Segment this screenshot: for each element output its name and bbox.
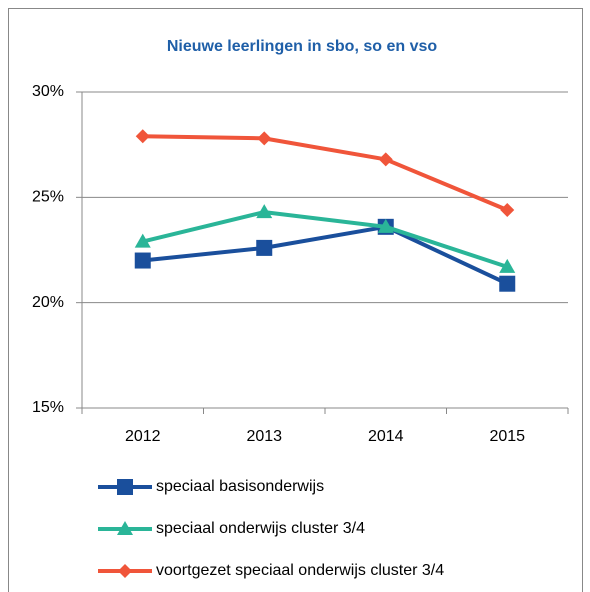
- marker: [256, 204, 273, 219]
- y-tick-label: 15%: [32, 399, 64, 416]
- marker: [499, 258, 516, 273]
- legend-marker: [117, 479, 133, 495]
- marker: [378, 152, 393, 167]
- marker: [257, 131, 272, 146]
- x-tick-label: 2013: [246, 428, 282, 445]
- x-tick-label: 2015: [489, 428, 525, 445]
- series-line: [142, 224, 509, 286]
- marker: [134, 233, 151, 248]
- y-tick-label: 30%: [32, 83, 64, 100]
- legend-label: speciaal onderwijs cluster 3/4: [156, 520, 365, 537]
- series-line: [142, 134, 509, 212]
- series-line: [142, 210, 508, 269]
- marker: [134, 252, 151, 269]
- marker: [377, 218, 394, 233]
- marker: [499, 275, 516, 292]
- y-tick-label: 25%: [32, 189, 64, 206]
- marker: [135, 129, 150, 144]
- x-tick-label: 2012: [125, 428, 161, 445]
- legend-marker: [118, 564, 132, 578]
- y-tick-label: 20%: [32, 294, 64, 311]
- legend-label: speciaal basisonderwijs: [156, 478, 324, 495]
- marker: [256, 239, 273, 256]
- legend-marker: [117, 521, 133, 535]
- x-tick-label: 2014: [368, 428, 404, 445]
- legend-label: voortgezet speciaal onderwijs cluster 3/…: [156, 562, 444, 579]
- chart-title: Nieuwe leerlingen in sbo, so en vso: [167, 38, 438, 55]
- marker: [500, 202, 515, 217]
- chart-frame: [8, 8, 583, 592]
